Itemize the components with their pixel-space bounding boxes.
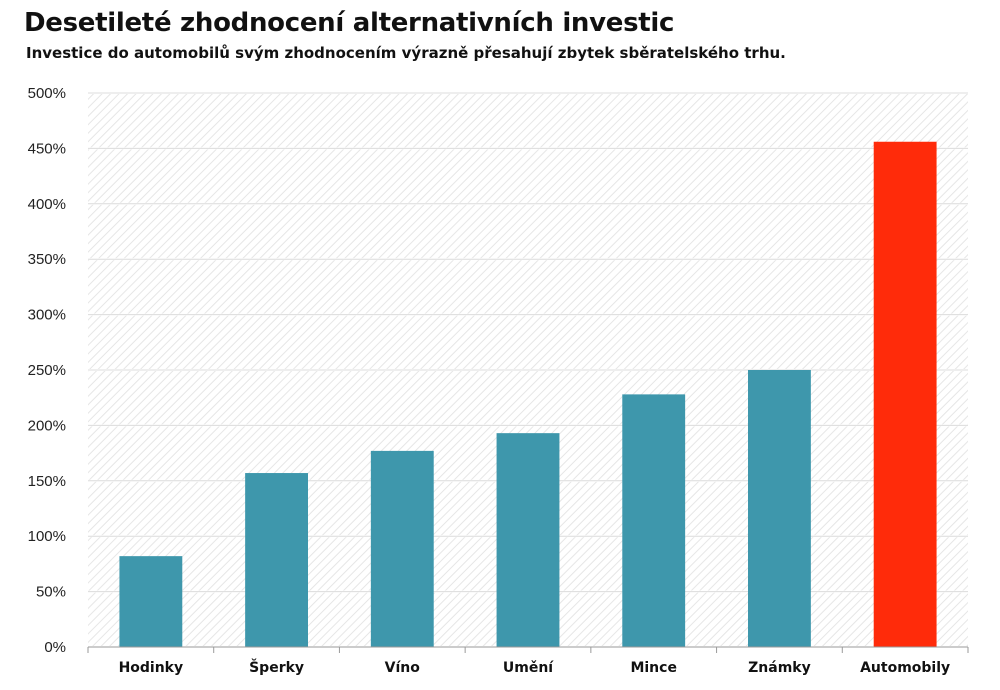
- chart-title: Desetileté zhodnocení alternativních inv…: [24, 8, 675, 38]
- y-tick-label: 50%: [36, 584, 66, 601]
- y-tick-label: 150%: [28, 473, 66, 490]
- bar-víno: [370, 450, 434, 647]
- y-tick-label: 450%: [28, 140, 66, 157]
- bar-mince: [622, 394, 686, 647]
- y-axis-ticks: 0% 50% 100% 150% 200% 250% 300% 350% 400% 450% 500…: [28, 85, 66, 656]
- chart-subtitle: Investice do automobilů svým zhodnocením…: [26, 44, 786, 62]
- x-category-label: Šperky: [249, 658, 304, 676]
- grid-band: [88, 94, 968, 148]
- y-tick-label: 500%: [28, 85, 66, 102]
- y-tick-label: 100%: [28, 528, 66, 545]
- y-tick-label: 200%: [28, 417, 66, 434]
- bar-šperky: [245, 473, 308, 647]
- x-category-label: Automobily: [860, 660, 950, 676]
- y-tick-label: 400%: [28, 196, 66, 213]
- y-tick-label: 250%: [28, 362, 66, 379]
- x-axis-labels: Hodinky Šperky Víno Umění Mince Známky Automob…: [119, 658, 951, 676]
- grid-band: [88, 204, 968, 259]
- grid-band: [88, 371, 968, 425]
- y-tick-label: 300%: [28, 307, 66, 324]
- x-axis: [87, 646, 969, 653]
- x-category-label: Známky: [748, 660, 811, 676]
- x-category-label: Umění: [503, 660, 554, 676]
- bars: [119, 141, 937, 647]
- x-category-label: Mince: [630, 660, 677, 676]
- bar-automobily: [873, 141, 937, 647]
- x-category-label: Víno: [385, 660, 421, 676]
- bar-hodinky: [119, 556, 183, 647]
- x-category-label: Hodinky: [119, 660, 184, 676]
- grid-band: [88, 315, 968, 369]
- bar-umění: [496, 433, 560, 647]
- y-tick-label: 350%: [28, 251, 66, 268]
- grid-band: [88, 149, 968, 203]
- grid-band: [88, 260, 968, 314]
- bar-známky: [748, 370, 811, 647]
- y-tick-label: 0%: [44, 639, 66, 656]
